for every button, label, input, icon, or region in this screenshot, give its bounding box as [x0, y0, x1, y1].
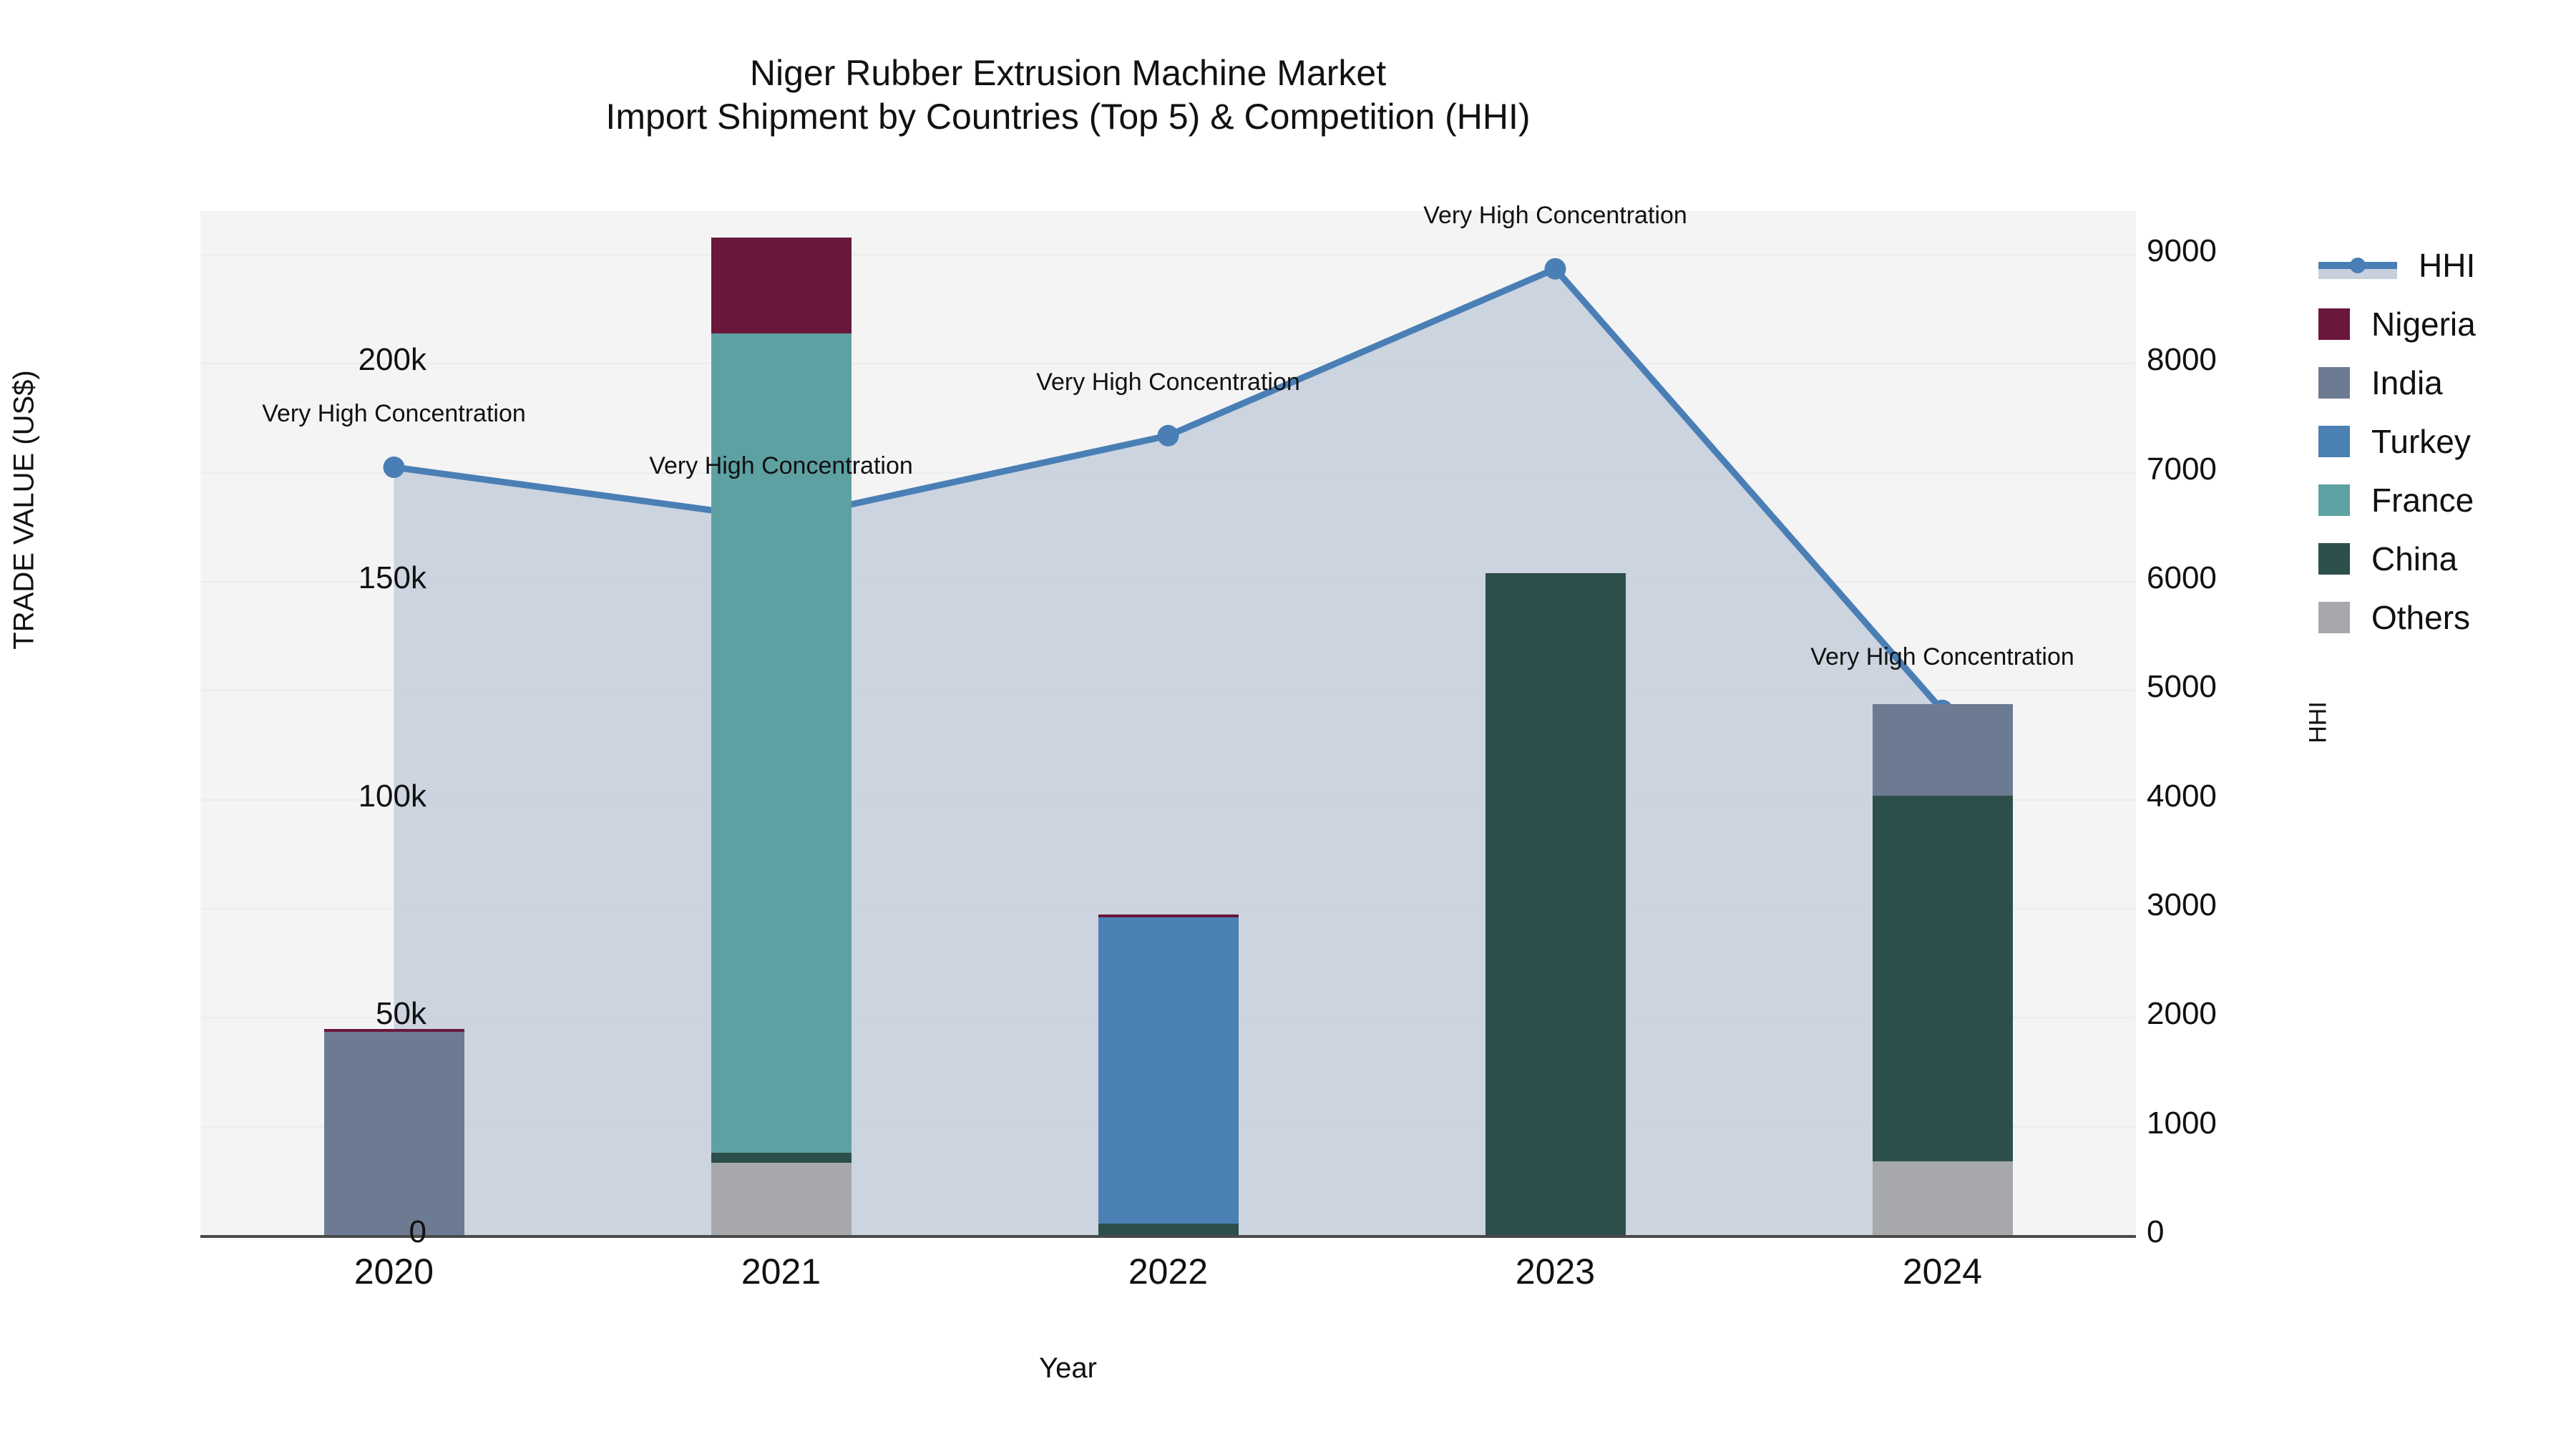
annotation-2022: Very High Concentration [1036, 368, 1300, 396]
y-tick-right-8000: 8000 [2147, 342, 2217, 378]
y-tick-right-2000: 2000 [2147, 996, 2217, 1032]
x-tick-2024: 2024 [1902, 1252, 1983, 1292]
bar-segment-france-2021[interactable] [711, 333, 852, 1153]
y-axis-label-left: TRADE VALUE (US$) [8, 370, 40, 650]
legend-item-turkey[interactable]: Turkey [2318, 412, 2476, 471]
annotation-2020: Very High Concentration [262, 400, 526, 427]
x-tick-2022: 2022 [1128, 1252, 1209, 1292]
y-tick-left-0: 0 [409, 1214, 426, 1249]
x-tick-2023: 2023 [1515, 1252, 1596, 1292]
legend-item-label: HHI [2419, 247, 2476, 284]
gridline-right-7 [200, 472, 2136, 474]
bar-segment-china-2024[interactable] [1872, 795, 2013, 1162]
legend-swatch-icon [2318, 308, 2350, 340]
legend-item-label: China [2371, 540, 2458, 577]
legend-swatch-icon [2318, 484, 2350, 516]
chart-legend: HHI Nigeria India Turkey France China Others [2318, 236, 2476, 647]
legend-swatch-icon [2318, 543, 2350, 575]
gridline-right-8 [200, 363, 2136, 365]
bar-segment-china-2022[interactable] [1098, 1223, 1239, 1236]
legend-swatch-icon [2318, 602, 2350, 633]
y-axis-label-right: HHI [2304, 701, 2332, 743]
legend-item-label: India [2371, 364, 2443, 401]
bar-segment-others-2024[interactable] [1872, 1161, 2013, 1236]
bar-segment-nigeria-2022[interactable] [1098, 914, 1239, 917]
legend-line-icon [2318, 250, 2397, 281]
y-tick-right-6000: 6000 [2147, 560, 2217, 595]
legend-swatch-icon [2318, 426, 2350, 457]
y-tick-right-7000: 7000 [2147, 451, 2217, 487]
y-tick-left-200k: 200k [358, 342, 426, 378]
y-tick-right-9000: 9000 [2147, 233, 2217, 268]
bar-segment-china-2021[interactable] [711, 1153, 852, 1163]
bar-segment-nigeria-2020[interactable] [323, 1028, 464, 1032]
gridline-right-6 [200, 580, 2136, 582]
legend-item-india[interactable]: India [2318, 353, 2476, 412]
y-tick-right-5000: 5000 [2147, 669, 2217, 705]
y-tick-right-0: 0 [2147, 1214, 2165, 1249]
chart-subtitle: Import Shipment by Countries (Top 5) & C… [605, 97, 1531, 137]
annotation-2021: Very High Concentration [649, 452, 913, 480]
y-tick-right-3000: 3000 [2147, 887, 2217, 922]
legend-item-others[interactable]: Others [2318, 588, 2476, 647]
x-tick-2021: 2021 [741, 1252, 821, 1292]
legend-item-hhi[interactable]: HHI [2318, 236, 2476, 295]
y-tick-left-100k: 100k [358, 778, 426, 814]
gridline-right-5 [200, 690, 2136, 692]
bar-segment-india-2020[interactable] [323, 1031, 464, 1236]
legend-item-label: France [2371, 482, 2474, 519]
chart-title-block: Niger Rubber Extrusion Machine Market Im… [0, 52, 2136, 139]
page-title: Niger Rubber Extrusion Machine Market [749, 53, 1387, 93]
legend-item-label: Others [2371, 599, 2471, 636]
x-axis-label: Year [1039, 1352, 1097, 1384]
y-tick-right-4000: 4000 [2147, 778, 2217, 814]
legend-item-nigeria[interactable]: Nigeria [2318, 295, 2476, 353]
plot-area: Very High Concentration Very High Concent… [200, 202, 2136, 1236]
annotation-2023: Very High Concentration [1423, 201, 1687, 229]
gridline-right-3 [200, 907, 2136, 909]
x-tick-2020: 2020 [353, 1252, 434, 1292]
bar-segment-nigeria-2021[interactable] [711, 237, 852, 333]
legend-item-china[interactable]: China [2318, 530, 2476, 588]
gridline-right-4 [200, 799, 2136, 801]
bar-segment-turkey-2022[interactable] [1098, 917, 1239, 1224]
bar-segment-others-2021[interactable] [711, 1162, 852, 1236]
y-tick-left-150k: 150k [358, 560, 426, 595]
gridline-right-9 [200, 253, 2136, 255]
annotation-2024: Very High Concentration [1810, 643, 2074, 670]
legend-item-france[interactable]: France [2318, 471, 2476, 530]
legend-item-label: Nigeria [2371, 306, 2476, 343]
legend-swatch-icon [2318, 367, 2350, 399]
y-tick-left-50k: 50k [376, 996, 426, 1032]
x-axis-line [200, 1235, 2136, 1238]
legend-item-label: Turkey [2371, 423, 2471, 460]
y-tick-right-1000: 1000 [2147, 1105, 2217, 1141]
bar-segment-china-2023[interactable] [1485, 572, 1626, 1236]
bar-segment-india-2024[interactable] [1872, 703, 2013, 796]
